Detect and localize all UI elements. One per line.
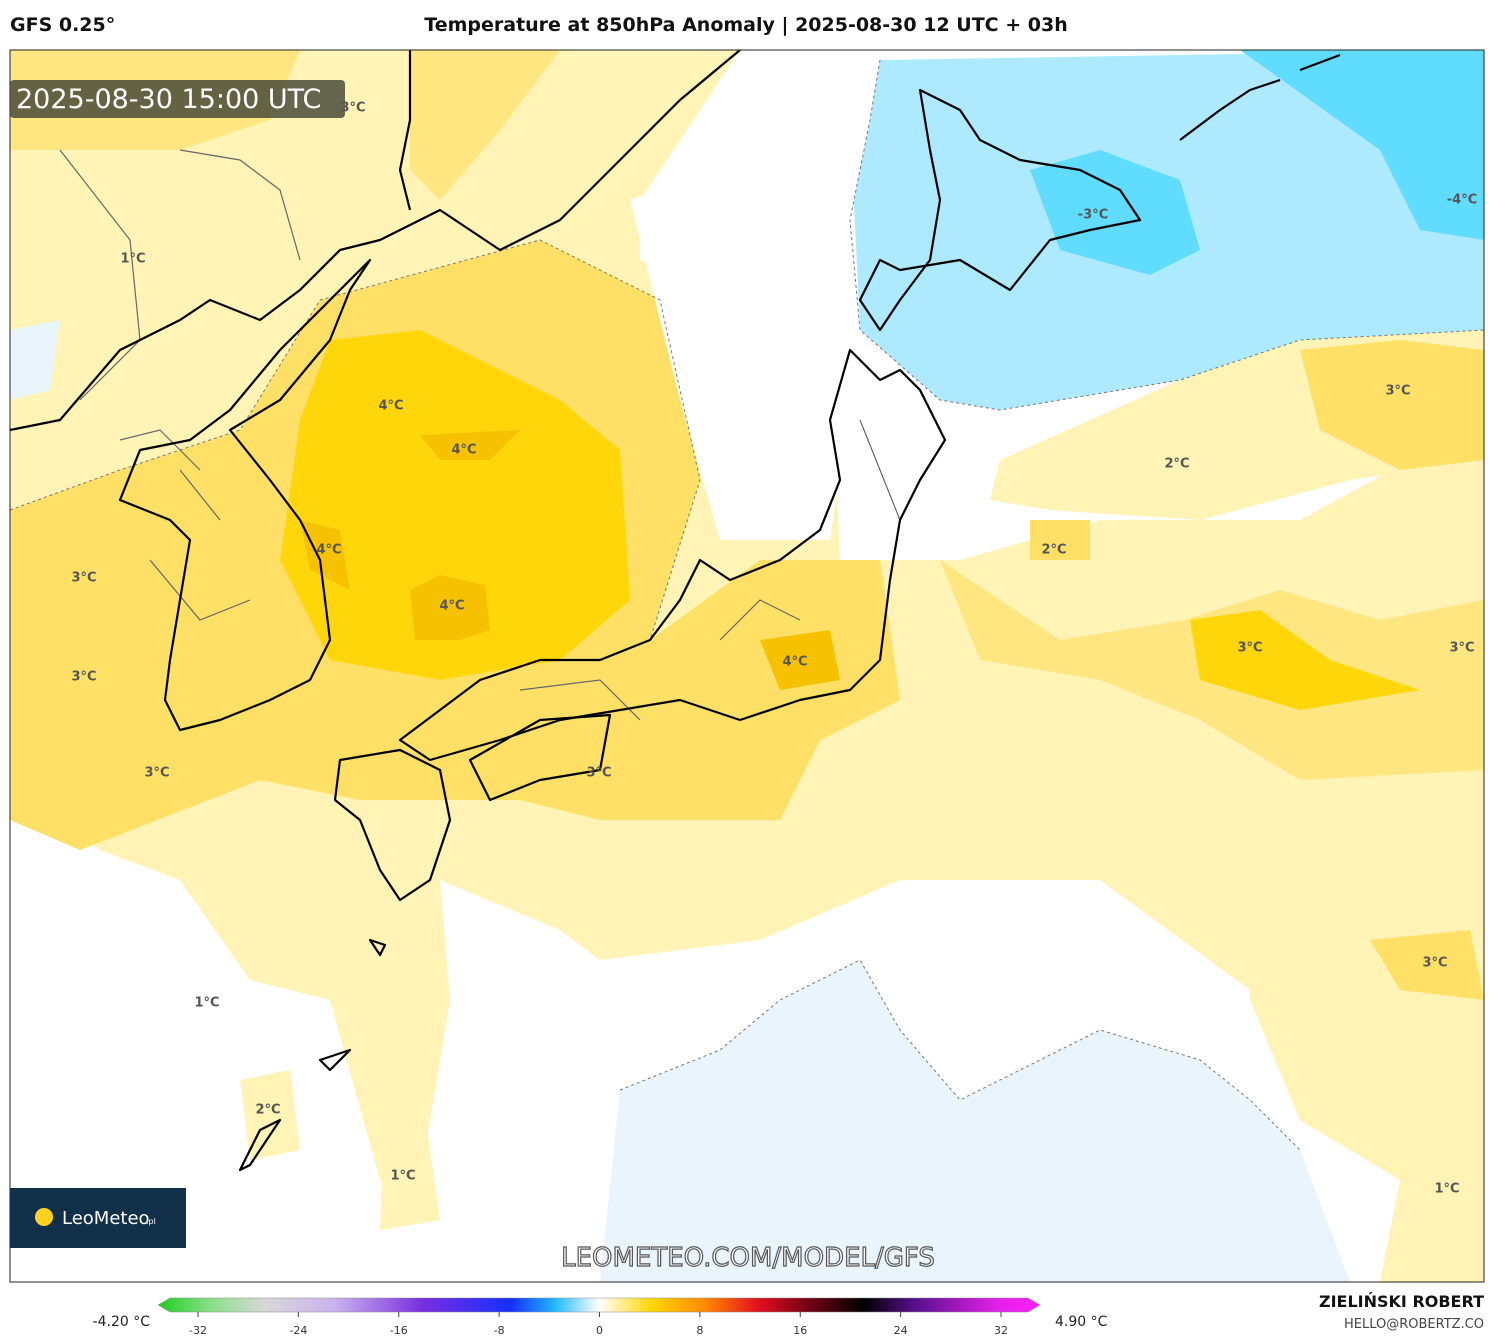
contour-label: 3°C — [71, 571, 96, 586]
contour-label: 3°C — [586, 766, 611, 781]
colorbar-tick-label: 32 — [994, 1324, 1008, 1337]
contour-label: 4°C — [316, 543, 341, 558]
contour-label: 3°C — [71, 670, 96, 685]
contour-label: 4°C — [782, 655, 807, 670]
contour-label: 4°C — [378, 399, 403, 414]
colorbar-tick-label: -24 — [289, 1324, 307, 1337]
contour-label: 2°C — [1041, 543, 1066, 558]
colorbar-tick-label: 24 — [894, 1324, 908, 1337]
contour-label: 3°C — [340, 101, 365, 116]
contour-label: 3°C — [1237, 641, 1262, 656]
logo-suffix: .pl — [146, 1217, 156, 1226]
colorbar-min: -4.20 °C — [93, 1314, 151, 1330]
time-box — [10, 80, 345, 118]
colorbar-tick-label: -16 — [390, 1324, 408, 1337]
map — [10, 50, 1484, 1282]
model-name: GFS 0.25° — [10, 14, 115, 36]
colorbar-max: 4.90 °C — [1055, 1314, 1108, 1330]
logo-sun — [35, 1208, 53, 1226]
colorbar-tick-label: -8 — [494, 1324, 505, 1337]
colorbar-tick-label: 8 — [696, 1324, 703, 1337]
colorbar-tick-label: -32 — [189, 1324, 207, 1337]
contour-label: 3°C — [1422, 956, 1447, 971]
contour-label: 1°C — [120, 252, 145, 267]
contour-label: 3°C — [1449, 641, 1474, 656]
colorbar-tick-label: 16 — [793, 1324, 807, 1337]
watermark: LEOMETEO.COM/MODEL/GFS — [561, 1243, 935, 1273]
map-title: Temperature at 850hPa Anomaly | 2025-08-… — [424, 14, 1067, 36]
contour-label: 1°C — [194, 996, 219, 1011]
valid-time: 2025-08-30 15:00 UTC — [16, 84, 321, 115]
credit-name: ZIELIŃSKI ROBERT — [1319, 1292, 1484, 1311]
contour-labels: 3°C 1°C 4°C 4°C 4°C 4°C 3°C 3°C 3°C 3°C … — [71, 101, 1477, 1197]
contour-label: 3°C — [144, 766, 169, 781]
contour-label: 4°C — [439, 599, 464, 614]
contour-label: 2°C — [1164, 457, 1189, 472]
contour-label: 2°C — [255, 1103, 280, 1118]
contour-label: 1°C — [1434, 1182, 1459, 1197]
contour-label: -4°C — [1447, 193, 1477, 208]
contour-label: 4°C — [451, 443, 476, 458]
colorbar-ticks: -32 -24 -16 -8 0 8 16 24 32 — [189, 1312, 1008, 1337]
contour-label: 3°C — [1385, 384, 1410, 399]
credit-email: HELLO@ROBERTZ.CO — [1344, 1317, 1484, 1332]
colorbar-tick-label: 0 — [596, 1324, 603, 1337]
contour-label: 1°C — [390, 1169, 415, 1184]
contour-label: -3°C — [1078, 208, 1108, 223]
colorbar — [157, 1297, 1041, 1313]
map-frame — [9, 49, 1485, 1283]
logo: LeoMeteo — [62, 1208, 150, 1229]
